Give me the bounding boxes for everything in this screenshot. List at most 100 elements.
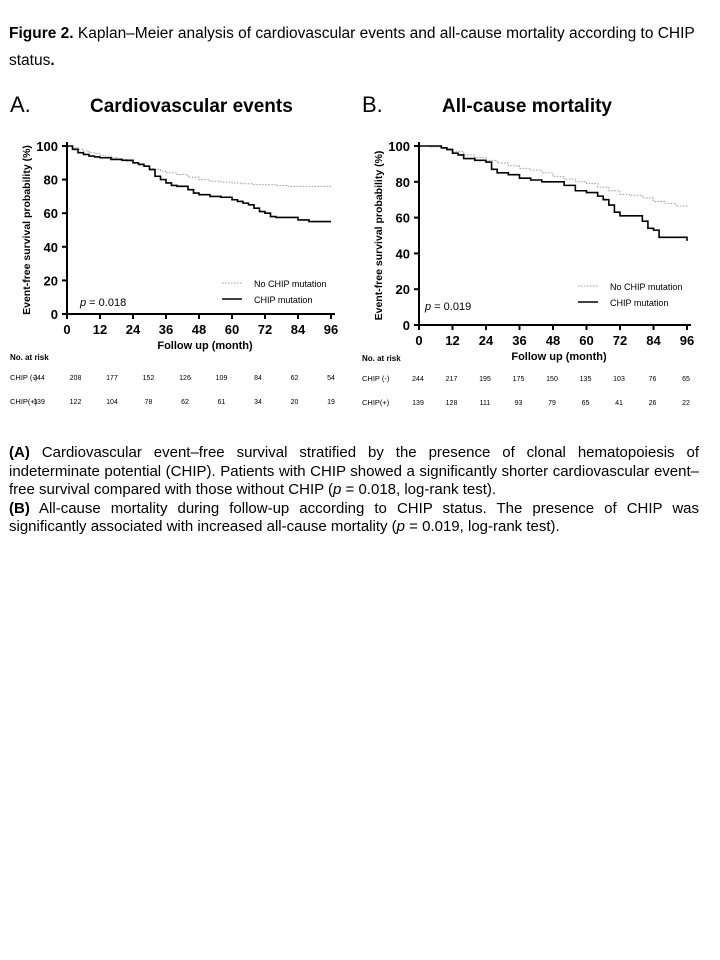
legend-label-b: No CHIP mutation: [610, 282, 682, 292]
y-tick-label-b: 40: [396, 246, 410, 261]
chip-curve-b: [419, 145, 688, 241]
risk-cell-a: 62: [181, 399, 189, 406]
risk-cell-a: 244: [33, 375, 45, 382]
risk-cell-a: 34: [254, 399, 262, 406]
risk-cell-b: 26: [649, 400, 657, 407]
x-tick-label-b: 24: [479, 333, 494, 348]
p-value-b: p = 0.019: [424, 301, 471, 313]
x-tick-label-a: 60: [225, 322, 239, 337]
caption-a-text-2: = 0.018, log-rank test).: [341, 481, 497, 498]
x-tick-label-a: 48: [192, 322, 206, 337]
risk-cell-b: 65: [582, 400, 590, 407]
figure-title-text: Kaplan–Meier analysis of cardiovascular …: [9, 25, 695, 69]
risk-row-label-b: CHIP(+): [362, 398, 390, 407]
risk-cell-b: 103: [613, 376, 625, 383]
risk-cell-a: 61: [218, 399, 226, 406]
p-number-b: = 0.019: [431, 301, 471, 313]
chart-title-b: All-cause mortality: [442, 96, 612, 117]
chip-curve-a: [67, 145, 331, 223]
risk-cell-a: 177: [106, 375, 118, 382]
x-tick-label-a: 0: [63, 322, 70, 337]
p-number-a: = 0.018: [86, 297, 126, 309]
risk-cell-b: 195: [479, 376, 491, 383]
risk-cell-b: 150: [546, 376, 558, 383]
risk-cell-a: 109: [216, 375, 228, 382]
caption-b-text-1: All-cause mortality during follow-up acc…: [9, 499, 699, 536]
risk-row-label-a: CHIP (-): [10, 373, 38, 382]
caption-a: (A) Cardiovascular event–free survival s…: [9, 444, 699, 500]
chart-title-a: Cardiovascular events: [90, 96, 293, 117]
risk-cell-a: 208: [70, 375, 82, 382]
caption-a-p: p: [333, 481, 342, 498]
risk-cell-b: 244: [412, 376, 424, 383]
risk-cell-b: 65: [682, 376, 690, 383]
y-tick-label-b: 80: [396, 175, 410, 190]
risk-cell-a: 54: [327, 375, 335, 382]
legend-label-a: No CHIP mutation: [254, 279, 326, 289]
risk-cell-a: 122: [70, 399, 82, 406]
figure-caption: (A) Cardiovascular event–free survival s…: [9, 444, 699, 537]
risk-cell-a: 139: [33, 399, 45, 406]
risk-cell-b: 128: [446, 400, 458, 407]
risk-cell-a: 62: [291, 375, 299, 382]
risk-cell-b: 139: [412, 400, 424, 407]
x-tick-label-b: 72: [613, 333, 627, 348]
y-tick-label-b: 60: [396, 211, 410, 226]
risk-cell-b: 41: [615, 400, 623, 407]
y-tick-label-b: 100: [388, 139, 410, 154]
y-axis-label-b: Event-free survival probability (%): [373, 151, 385, 321]
y-tick-label-b: 0: [403, 318, 410, 333]
x-tick-label-a: 72: [258, 322, 272, 337]
x-tick-label-a: 84: [291, 322, 306, 337]
panel-a-cardiovascular-events: A. Cardiovascular events 0 20 40 60 80 100 0 12 24…: [0, 88, 360, 428]
risk-cell-a: 19: [327, 399, 335, 406]
x-tick-label-b: 0: [415, 333, 422, 348]
caption-a-label: (A): [9, 444, 30, 461]
p-value-a: p = 0.018: [79, 297, 126, 309]
x-tick-label-a: 24: [126, 322, 141, 337]
y-axis-label-a: Event-free survival probability (%): [21, 145, 33, 315]
y-tick-label-a: 40: [44, 240, 58, 255]
panel-letter-a: A.: [10, 92, 31, 117]
risk-cell-b: 135: [580, 376, 592, 383]
y-tick-label-a: 0: [51, 307, 58, 322]
risk-cell-b: 217: [446, 376, 458, 383]
risk-cell-b: 93: [515, 400, 523, 407]
risk-cell-a: 126: [179, 375, 191, 382]
risk-cell-b: 111: [480, 400, 491, 407]
x-tick-label-b: 12: [445, 333, 459, 348]
figure-title: Figure 2. Kaplan–Meier analysis of cardi…: [9, 20, 699, 74]
y-tick-label-a: 60: [44, 206, 58, 221]
y-tick-label-b: 20: [396, 282, 410, 297]
figure-title-end: .: [50, 52, 55, 69]
legend-label-a: CHIP mutation: [254, 295, 312, 305]
caption-b-text-2: = 0.019, log-rank test).: [405, 518, 560, 535]
x-axis-label-b: Follow up (month): [511, 351, 607, 363]
risk-cell-b: 175: [513, 376, 525, 383]
x-tick-label-a: 12: [93, 322, 107, 337]
p-symbol-b: p: [424, 301, 431, 313]
x-axis-label-a: Follow up (month): [157, 340, 253, 352]
risk-cell-a: 20: [291, 399, 299, 406]
p-symbol-a: p: [79, 297, 86, 309]
panel-b-all-cause-mortality: B. All-cause mortality 0 20 40 60 80 100 0 12 24 36…: [352, 88, 712, 428]
x-tick-label-b: 96: [680, 333, 694, 348]
y-tick-label-a: 80: [44, 173, 58, 188]
risk-cell-b: 22: [682, 400, 690, 407]
risk-row-label-b: CHIP (-): [362, 374, 390, 383]
caption-b-label: (B): [9, 499, 30, 517]
x-tick-label-b: 84: [646, 333, 661, 348]
y-tick-label-a: 100: [36, 139, 58, 154]
risk-cell-b: 76: [649, 376, 657, 383]
risk-cell-a: 152: [143, 375, 155, 382]
caption-b-p: p: [396, 518, 406, 535]
x-tick-label-a: 36: [159, 322, 173, 337]
x-tick-label-b: 60: [579, 333, 593, 348]
risk-row-label-a: CHIP(+): [10, 397, 38, 406]
risk-cell-b: 79: [548, 400, 556, 407]
risk-cell-a: 104: [106, 399, 118, 406]
no-chip-curve-a: [67, 145, 331, 187]
risk-table-title-a: No. at risk: [10, 353, 49, 362]
risk-cell-a: 84: [254, 375, 262, 382]
